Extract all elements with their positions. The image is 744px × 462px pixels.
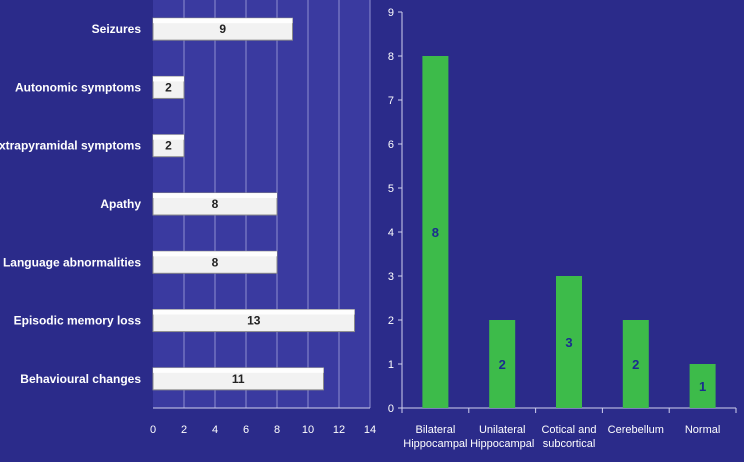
x-tick-label: 10 (302, 424, 314, 436)
y-tick-label: 9 (388, 7, 394, 19)
category-label: Normal (685, 424, 720, 436)
category-label: Hippocampal (470, 438, 534, 450)
y-tick-label: 6 (388, 139, 394, 151)
bar (556, 276, 582, 408)
bar-value-label: 2 (165, 139, 172, 153)
category-label: Behavioural changes (20, 372, 141, 386)
bar-value-label: 2 (632, 357, 639, 372)
bar-value-label: 2 (165, 80, 172, 94)
bar-highlight (153, 309, 355, 315)
y-tick-label: 2 (388, 315, 394, 327)
y-tick-label: 3 (388, 271, 394, 283)
bar-highlight (153, 193, 277, 198)
right-bar-chart: 0 1 2 3 4 5 6 7 8 9 8 Bilateral Hippocampal 2 Unilater… (388, 7, 737, 450)
category-label: subcortical (543, 438, 596, 450)
x-tick-label: 8 (274, 424, 280, 436)
x-tick-label: 4 (212, 424, 218, 436)
x-tick-label: 6 (243, 424, 249, 436)
bar-highlight (153, 367, 324, 373)
category-label: Apathy (100, 197, 141, 211)
bar (489, 320, 516, 408)
y-tick-label: 4 (388, 227, 394, 239)
bar (689, 364, 716, 408)
category-label: Extrapyramidal symptoms (0, 139, 141, 153)
category-label: Cerebellum (608, 424, 664, 436)
bar-highlight (153, 18, 293, 24)
y-tick-label: 8 (388, 51, 394, 63)
x-tick-label: 12 (333, 424, 345, 436)
bar-value-label: 2 (499, 357, 506, 372)
y-tick-label: 5 (388, 183, 394, 195)
y-tick-label: 1 (388, 359, 394, 371)
category-label: Episodic memory loss (14, 314, 142, 328)
category-label: Autonomic symptoms (15, 80, 141, 94)
x-tick-label: 2 (181, 424, 187, 436)
left-bar-chart: 0 2 4 6 8 10 12 14 9 Seizures 2 Autonomic symptoms 2… (0, 0, 376, 436)
category-label: Language abnormalities (3, 255, 141, 269)
category-label: Hippocampal (403, 438, 467, 450)
category-label: Cotical and (541, 424, 596, 436)
bar-highlight (153, 134, 184, 140)
bar (422, 56, 449, 408)
bar-value-label: 8 (212, 255, 219, 269)
category-label: Seizures (92, 22, 142, 36)
bar (622, 320, 649, 408)
bar-value-label: 3 (565, 335, 572, 350)
bar-value-label: 1 (699, 379, 706, 394)
x-tick-label: 14 (364, 424, 376, 436)
bar-value-label: 13 (247, 314, 261, 328)
y-tick-label: 0 (388, 403, 394, 415)
bar-value-label: 8 (212, 197, 219, 211)
bar-value-label: 8 (432, 225, 439, 240)
bar-highlight (153, 251, 277, 257)
bar-value-label: 9 (219, 22, 226, 36)
bar-highlight (153, 76, 184, 82)
y-tick-label: 7 (388, 95, 394, 107)
category-label: Bilateral (416, 424, 456, 436)
x-tick-label: 0 (150, 424, 156, 436)
category-label: Unilateral (479, 424, 525, 436)
bar-value-label: 11 (232, 372, 245, 386)
